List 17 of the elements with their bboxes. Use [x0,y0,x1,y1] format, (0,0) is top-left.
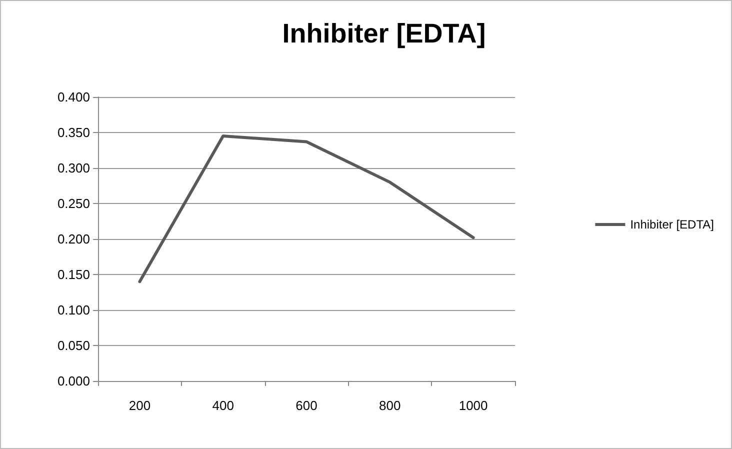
y-tick-label: 0.300 [57,160,90,176]
x-tick-label: 800 [379,398,401,413]
y-tick-label: 0.350 [57,125,90,140]
y-tick-label: 0.250 [57,196,90,211]
x-tick-label: 600 [296,398,318,413]
x-tick-label: 400 [212,398,234,413]
legend-label: Inhibiter [EDTA] [630,218,714,232]
x-tick-label: 200 [128,398,151,413]
y-tick-label: 0.000 [57,374,90,388]
y-tick-label: 0.200 [57,232,90,246]
y-tick-label: 0.100 [57,302,90,318]
line-series [138,134,475,284]
y-tick-label: 0.400 [57,90,90,104]
x-tick-label: 1000 [458,398,488,413]
y-tick-label: 0.050 [57,338,90,353]
chart-title: Inhibiter [EDTA] [282,18,486,48]
y-tick-label: 0.150 [57,267,90,282]
